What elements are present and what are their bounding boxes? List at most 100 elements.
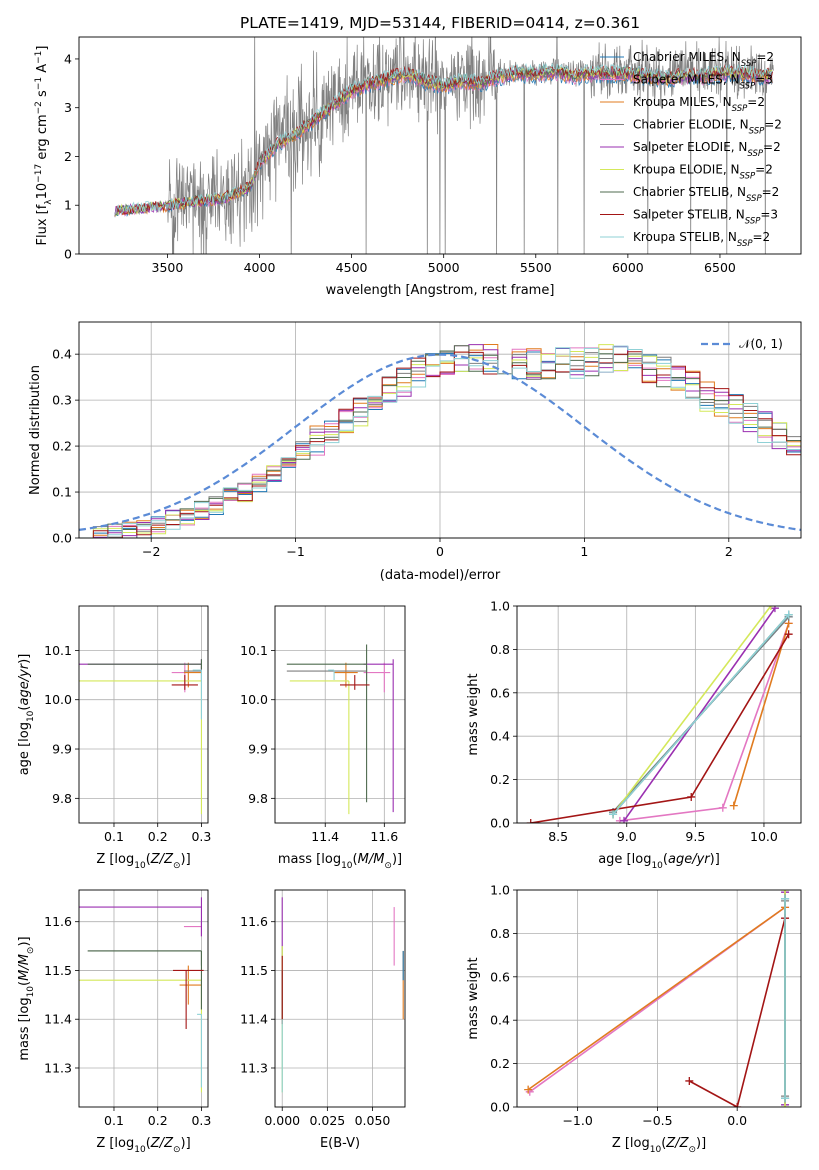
errorbar-point [173, 969, 204, 1029]
y-tick-label: 0.2 [490, 772, 510, 787]
x-axis-label-part: ( [146, 1136, 151, 1151]
legend-label-sub: SSP [737, 239, 753, 249]
plot-area [79, 344, 801, 538]
y-tick-label: 10.0 [240, 692, 268, 707]
weight-marker [687, 792, 696, 801]
legend-label-text: Kroupa ELODIE, N [633, 163, 740, 177]
plot-area [79, 659, 202, 815]
y-axis-label-part: A [35, 64, 50, 77]
y-axis-label: mass weight [466, 957, 481, 1039]
legend-label: Kroupa STELIB, NSSP=2 [633, 230, 770, 249]
y-tick-label: 9.8 [248, 791, 268, 806]
grid-lines [275, 606, 405, 823]
histogram-step-line [79, 345, 801, 538]
x-tick-label: −0.5 [642, 1113, 672, 1128]
x-axis-label-part: Z [log [96, 1136, 134, 1151]
weight-marker [609, 810, 618, 819]
x-tick-label: 6000 [612, 260, 644, 275]
errorbar-point [192, 669, 202, 720]
weight-marker [524, 1085, 533, 1094]
y-axis-label-part: −17 [34, 164, 44, 183]
x-tick-label: 0.2 [148, 829, 168, 844]
grid-lines [275, 890, 405, 1107]
legend-label-text: Chabrier ELODIE, N [633, 118, 749, 132]
x-axis-label-part: 10 [651, 861, 663, 871]
x-tick-label: 5500 [520, 260, 552, 275]
y-tick-label: 0.4 [490, 729, 510, 744]
y-tick-label: 0 [64, 247, 72, 262]
axes-frame [516, 889, 802, 1108]
legend-label: Chabrier MILES, NSSP=2 [633, 50, 774, 69]
y-tick-label: 2 [64, 149, 72, 164]
legend-label: Salpeter STELIB, NSSP=3 [633, 208, 778, 227]
y-tick-label: 0.2 [52, 439, 72, 454]
axes-frame [516, 605, 802, 824]
y-axis-label-part: )] [17, 936, 32, 946]
x-axis-label-part: ( [661, 1136, 666, 1151]
legend-label-sub: SSP [749, 127, 765, 137]
y-axis-label-part: ( [17, 706, 32, 711]
x-tick-label: 5000 [428, 260, 460, 275]
x-axis-label-part: ⊙ [173, 1145, 181, 1155]
legend-label-sub: SSP [732, 104, 748, 114]
errorbar-point [79, 680, 202, 815]
y-tick-label: 11.6 [240, 914, 268, 929]
y-tick-label: 4 [64, 51, 72, 66]
x-axis-label: age [log10(age/yr)] [598, 852, 720, 871]
x-axis-label: wavelength [Angstrom, rest frame] [326, 283, 555, 298]
legend-label: Kroupa MILES, NSSP=2 [633, 95, 765, 114]
x-axis-label: mass [log10(M/M⊙)] [278, 852, 402, 871]
model-spectrum-line [114, 66, 773, 217]
y-axis-label-part: 10 [26, 986, 36, 998]
y-tick-label: 0.8 [490, 642, 510, 657]
y-axis-label: Normed distribution [28, 365, 43, 495]
y-tick-label: 1.0 [490, 883, 510, 898]
y-tick-label: 10.1 [44, 643, 72, 658]
legend-label: Chabrier ELODIE, NSSP=2 [633, 118, 782, 137]
plot-area [281, 897, 404, 1093]
x-tick-label: 6500 [704, 260, 736, 275]
y-tick-label: 9.9 [52, 742, 72, 757]
x-tick-label: 0.025 [309, 1113, 345, 1128]
x-axis-label-part: )] [392, 852, 402, 867]
panel-age_vs_mass: 11.4 11.6 9.8 9.9 10.0 10.1 mass [log10(M/M⊙)] [240, 605, 406, 871]
weight-marker [526, 819, 535, 823]
legend-label-sub: SSP [745, 217, 761, 227]
weight-line [623, 607, 776, 822]
weight-marker [781, 890, 790, 894]
x-tick-label: 0.2 [148, 1113, 168, 1128]
x-tick-label: 11.6 [370, 829, 398, 844]
plot-area [286, 644, 394, 815]
y-tick-label: 0.6 [490, 969, 510, 984]
x-tick-label: 0.1 [104, 829, 124, 844]
weight-series [620, 606, 779, 823]
weight-series [781, 894, 790, 1103]
legend-label-suffix: =2 [763, 140, 781, 154]
x-axis-label-part: ( [146, 852, 151, 867]
legend-label-sub: SSP [746, 194, 762, 204]
axes-frame [274, 889, 406, 1108]
errorbar-point [79, 897, 202, 937]
x-axis-label-part: ⊙ [688, 1145, 696, 1155]
legend-label-text: Chabrier STELIB, N [633, 185, 746, 199]
legend-label-suffix: =3 [755, 73, 773, 87]
errorbar-point [363, 659, 394, 813]
errorbar-point [328, 669, 335, 680]
weight-series [524, 903, 790, 1094]
errorbar-point [197, 1013, 202, 1088]
plot-area [526, 606, 793, 823]
y-tick-label: 1 [64, 198, 72, 213]
y-tick-label: 0.0 [52, 531, 72, 546]
y-axis-label-part: −1 [34, 77, 44, 90]
y-axis-label: Flux [fλ10−17 erg cm−2 s−1 A−1] [34, 46, 54, 246]
legend-label-suffix: =2 [764, 118, 782, 132]
x-axis-label-part: )] [181, 1136, 191, 1151]
weight-series [609, 610, 793, 819]
y-tick-label: 11.5 [240, 963, 268, 978]
histogram-step-line [79, 345, 801, 538]
weight-marker [729, 801, 738, 810]
x-axis-label-part: Z [log [96, 852, 134, 867]
x-axis-label: (data-model)/error [380, 568, 501, 583]
errorbar-point [183, 662, 202, 688]
axes-frame [78, 605, 209, 824]
